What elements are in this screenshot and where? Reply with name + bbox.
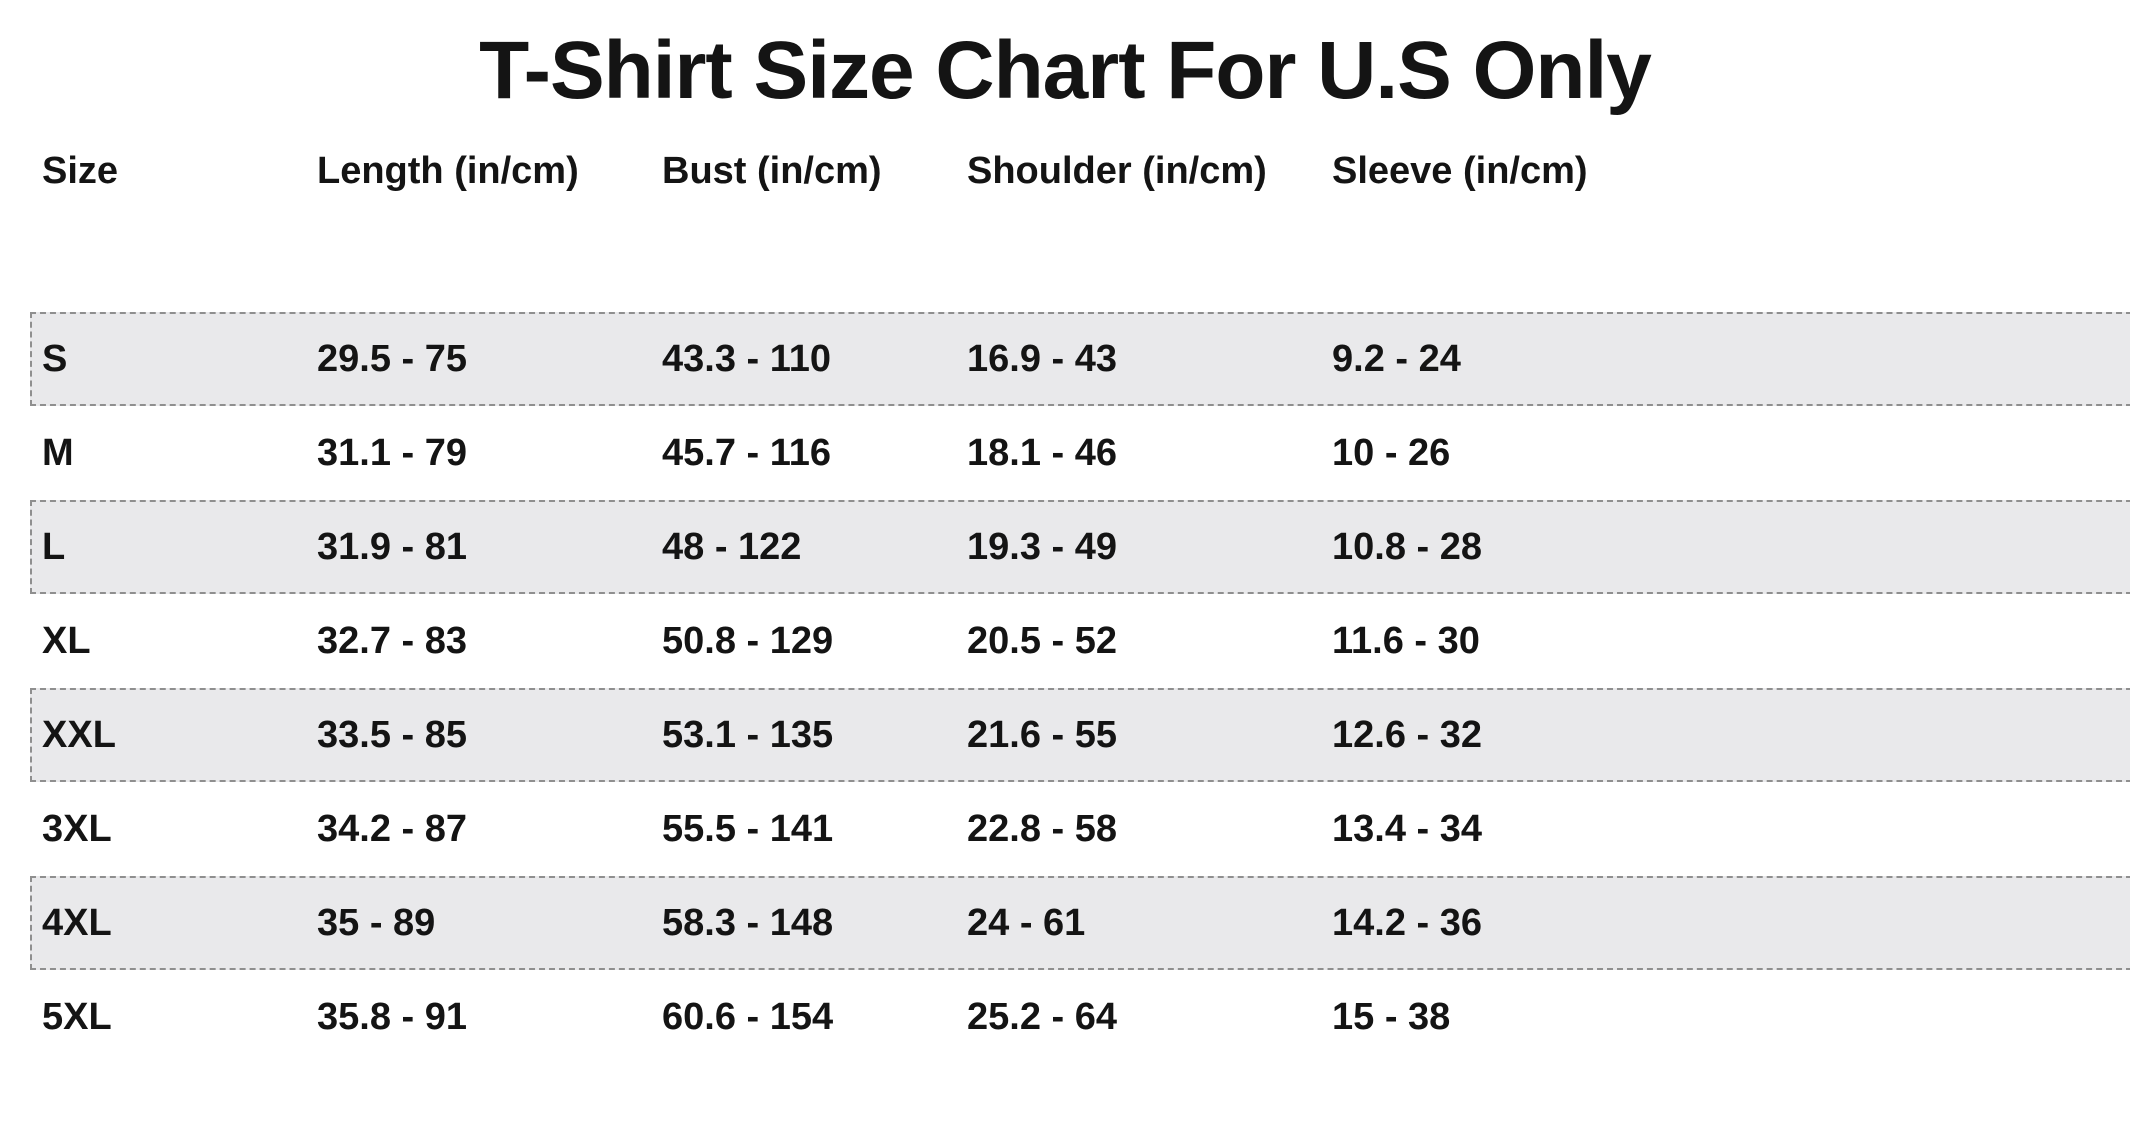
sleeve-value: 15 - 38 [1332,995,1451,1038]
sleeve-value: 9.2 - 24 [1332,337,1461,380]
length-value: 29.5 - 75 [317,337,467,380]
sleeve-value: 14.2 - 36 [1332,901,1482,944]
length-value: 33.5 - 85 [317,713,467,756]
shoulder-value: 20.5 - 52 [967,619,1117,662]
table-row: S 29.5 - 75 43.3 - 110 16.9 - 43 9.2 - 2… [30,312,2130,406]
table-row: XXL 33.5 - 85 53.1 - 135 21.6 - 55 12.6 … [30,688,2130,782]
sleeve-value: 11.6 - 30 [1332,619,1480,662]
page-title: T-Shirt Size Chart For U.S Only [479,25,1652,116]
size-value: 4XL [42,901,112,944]
sleeve-value: 13.4 - 34 [1332,807,1482,850]
size-value: L [42,525,66,568]
shoulder-value: 24 - 61 [967,901,1086,944]
bust-value: 48 - 122 [662,525,802,568]
table-header-row: Size Length (in/cm) Bust (in/cm) Shoulde… [30,131,2130,211]
column-header-size: Size [42,149,119,192]
table-row: L 31.9 - 81 48 - 122 19.3 - 49 10.8 - 28 [30,500,2130,594]
column-header-sleeve: Sleeve (in/cm) [1332,149,1588,192]
shoulder-value: 25.2 - 64 [967,995,1117,1038]
bust-value: 45.7 - 116 [662,431,832,474]
length-value: 34.2 - 87 [317,807,467,850]
sleeve-value: 10 - 26 [1332,431,1451,474]
shoulder-value: 19.3 - 49 [967,525,1117,568]
length-value: 32.7 - 83 [317,619,467,662]
bust-value: 55.5 - 141 [662,807,834,850]
column-header-bust: Bust (in/cm) [662,149,882,192]
size-value: XXL [42,713,116,756]
table-body: S 29.5 - 75 43.3 - 110 16.9 - 43 9.2 - 2… [30,312,2130,1064]
size-value: 5XL [42,995,112,1038]
length-value: 35 - 89 [317,901,436,944]
column-header-length: Length (in/cm) [317,149,579,192]
length-value: 31.9 - 81 [317,525,467,568]
shoulder-value: 18.1 - 46 [967,431,1117,474]
size-value: M [42,431,74,474]
table-row: 4XL 35 - 89 58.3 - 148 24 - 61 14.2 - 36 [30,876,2130,970]
bust-value: 43.3 - 110 [662,337,832,380]
size-value: S [42,337,68,380]
shoulder-value: 22.8 - 58 [967,807,1117,850]
bust-value: 53.1 - 135 [662,713,834,756]
sleeve-value: 10.8 - 28 [1332,525,1482,568]
bust-value: 50.8 - 129 [662,619,834,662]
column-header-shoulder: Shoulder (in/cm) [967,149,1267,192]
table-row: XL 32.7 - 83 50.8 - 129 20.5 - 52 11.6 -… [30,594,2130,688]
size-value: 3XL [42,807,112,850]
table-row: 5XL 35.8 - 91 60.6 - 154 25.2 - 64 15 - … [30,970,2130,1064]
sleeve-value: 12.6 - 32 [1332,713,1482,756]
length-value: 35.8 - 91 [317,995,467,1038]
shoulder-value: 21.6 - 55 [967,713,1117,756]
bust-value: 58.3 - 148 [662,901,834,944]
table-row: M 31.1 - 79 45.7 - 116 18.1 - 46 10 - 26 [30,406,2130,500]
shoulder-value: 16.9 - 43 [967,337,1117,380]
length-value: 31.1 - 79 [317,431,467,474]
bust-value: 60.6 - 154 [662,995,834,1038]
table-row: 3XL 34.2 - 87 55.5 - 141 22.8 - 58 13.4 … [30,782,2130,876]
size-value: XL [42,619,91,662]
